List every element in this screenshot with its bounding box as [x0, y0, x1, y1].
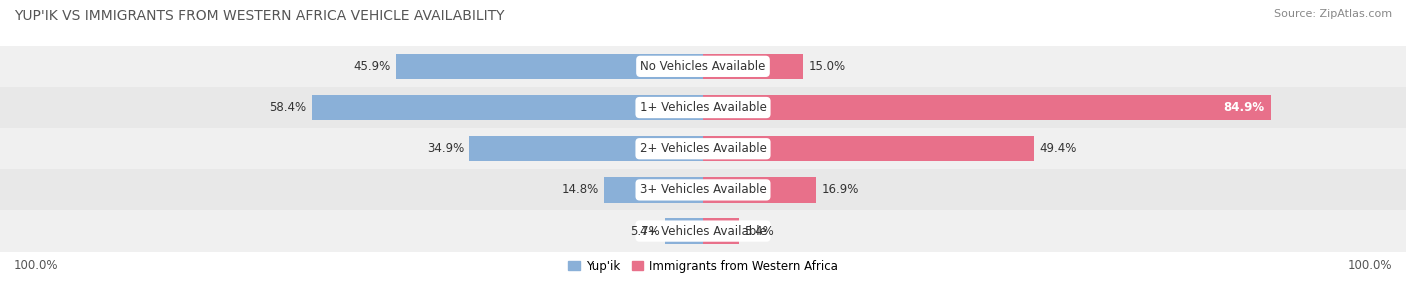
- Bar: [0, 210, 1406, 252]
- Text: No Vehicles Available: No Vehicles Available: [640, 60, 766, 73]
- Bar: [0, 87, 1406, 128]
- Text: 58.4%: 58.4%: [270, 101, 307, 114]
- Text: 4+ Vehicles Available: 4+ Vehicles Available: [640, 225, 766, 238]
- Text: 3+ Vehicles Available: 3+ Vehicles Available: [640, 183, 766, 196]
- Text: 16.9%: 16.9%: [821, 183, 859, 196]
- Text: 1+ Vehicles Available: 1+ Vehicles Available: [640, 101, 766, 114]
- Bar: [312, 95, 703, 120]
- Legend: Yup'ik, Immigrants from Western Africa: Yup'ik, Immigrants from Western Africa: [564, 255, 842, 277]
- Bar: [703, 95, 1271, 120]
- Text: 2+ Vehicles Available: 2+ Vehicles Available: [640, 142, 766, 155]
- Bar: [0, 128, 1406, 169]
- Text: 15.0%: 15.0%: [808, 60, 846, 73]
- Bar: [395, 53, 703, 79]
- Text: 5.4%: 5.4%: [745, 225, 775, 238]
- Text: 100.0%: 100.0%: [1347, 259, 1392, 273]
- Bar: [703, 53, 803, 79]
- Bar: [470, 136, 703, 162]
- Bar: [0, 46, 1406, 87]
- Text: 45.9%: 45.9%: [353, 60, 391, 73]
- Text: 100.0%: 100.0%: [14, 259, 59, 273]
- Text: 84.9%: 84.9%: [1223, 101, 1265, 114]
- Bar: [0, 169, 1406, 210]
- Bar: [703, 218, 740, 244]
- Bar: [703, 177, 815, 203]
- Text: Source: ZipAtlas.com: Source: ZipAtlas.com: [1274, 9, 1392, 19]
- Text: 5.7%: 5.7%: [630, 225, 659, 238]
- Text: 49.4%: 49.4%: [1039, 142, 1077, 155]
- Text: YUP'IK VS IMMIGRANTS FROM WESTERN AFRICA VEHICLE AVAILABILITY: YUP'IK VS IMMIGRANTS FROM WESTERN AFRICA…: [14, 9, 505, 23]
- Bar: [605, 177, 703, 203]
- Text: 34.9%: 34.9%: [427, 142, 464, 155]
- Bar: [703, 136, 1033, 162]
- Text: 14.8%: 14.8%: [561, 183, 599, 196]
- Bar: [665, 218, 703, 244]
